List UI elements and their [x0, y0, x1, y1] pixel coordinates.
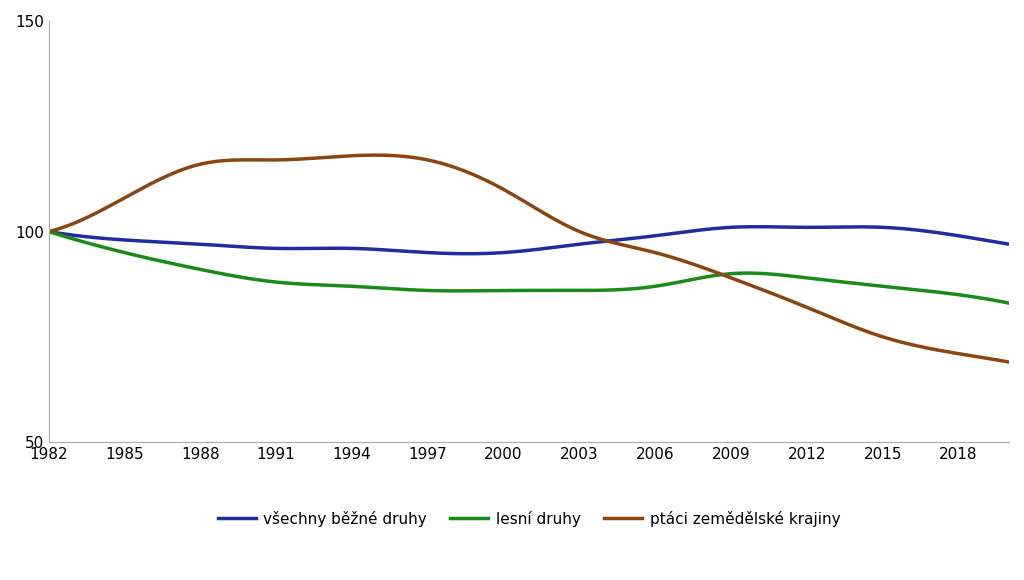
všechny běžné druhy — [1002, 241, 1015, 248]
všechny běžné druhy — [616, 236, 629, 243]
všechny běžné druhy — [501, 249, 513, 256]
lesní druhy — [505, 287, 517, 294]
Line: ptáci zemědělské krajiny: ptáci zemědělské krajiny — [49, 155, 1009, 362]
ptáci zemědělské krajiny — [564, 224, 577, 231]
ptáci zemědělské krajiny — [501, 188, 513, 195]
všechny běžné druhy — [751, 223, 763, 230]
lesní druhy — [829, 278, 842, 285]
ptáci zemědělské krajiny — [1002, 358, 1015, 365]
ptáci zemědělské krajiny — [982, 355, 994, 362]
lesní druhy — [614, 286, 627, 293]
všechny běžné druhy — [506, 248, 518, 255]
lesní druhy — [1002, 300, 1015, 307]
všechny běžné druhy — [43, 228, 55, 235]
všechny běžné druhy — [462, 250, 474, 257]
ptáci zemědělské krajiny — [370, 151, 382, 158]
lesní druhy — [562, 287, 574, 294]
všechny běžné druhy — [984, 237, 996, 244]
Line: všechny běžné druhy: všechny běžné druhy — [49, 227, 1009, 253]
všechny běžné druhy — [564, 242, 577, 249]
ptáci zemědělské krajiny — [43, 228, 55, 235]
Line: lesní druhy: lesní druhy — [49, 231, 1009, 303]
ptáci zemědělské krajiny — [616, 241, 629, 248]
lesní druhy — [980, 295, 992, 302]
ptáci zemědělské krajiny — [506, 191, 518, 198]
všechny běžné druhy — [834, 223, 846, 230]
lesní druhy — [499, 287, 511, 294]
Legend: všechny běžné druhy, lesní druhy, ptáci zemědělské krajiny: všechny běžné druhy, lesní druhy, ptáci … — [212, 505, 846, 532]
lesní druhy — [43, 228, 55, 235]
ptáci zemědělské krajiny — [831, 317, 844, 324]
